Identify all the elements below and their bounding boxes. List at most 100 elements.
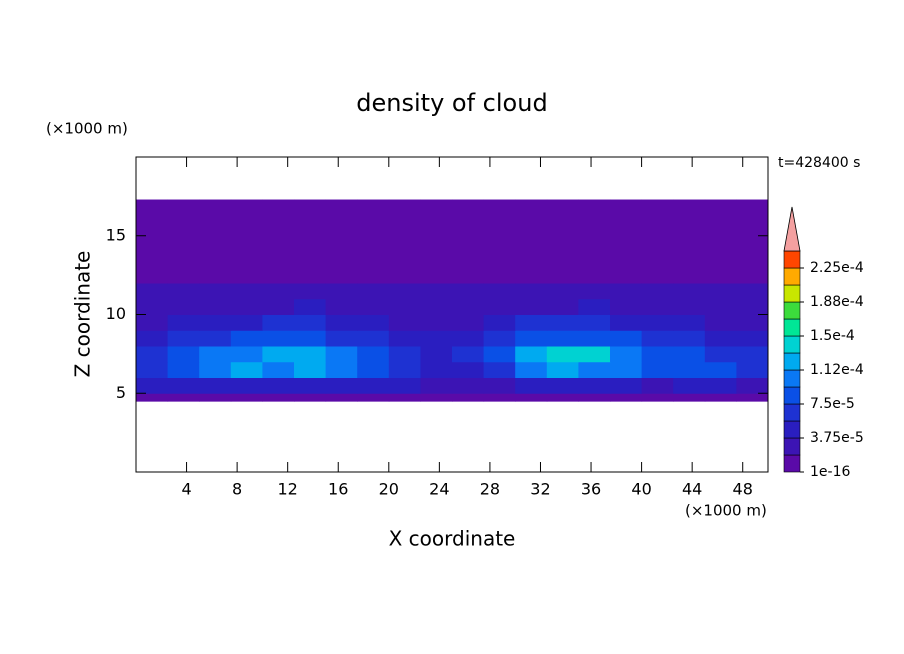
- field-cell: [167, 199, 200, 284]
- colorbar-tick-label: 2.25e-4: [810, 260, 864, 276]
- field-cell: [452, 330, 485, 347]
- field-cell: [452, 377, 485, 394]
- x-tick-label: 16: [328, 480, 348, 499]
- field-cell: [610, 377, 643, 394]
- field-cell: [294, 330, 327, 347]
- field-cell: [515, 298, 548, 315]
- field-cell: [325, 361, 358, 378]
- field-cell: [136, 346, 169, 363]
- field-cell: [578, 330, 611, 347]
- field-cell: [388, 377, 421, 394]
- field-cell: [294, 283, 327, 300]
- colorbar-box: [783, 284, 801, 303]
- field-cell: [262, 314, 295, 331]
- colorbar-tick-label: 3.75e-5: [810, 430, 864, 446]
- y-tick-label: 15: [106, 225, 126, 244]
- field-cell: [736, 377, 769, 394]
- field-cell: [357, 314, 390, 331]
- field-cell: [452, 298, 485, 315]
- field-cell: [641, 298, 674, 315]
- field-cell: [167, 314, 200, 331]
- field-cell: [610, 346, 643, 363]
- field-cell: [515, 393, 548, 402]
- field-cell: [704, 199, 737, 284]
- field-cell: [578, 314, 611, 331]
- field-cell: [546, 199, 579, 284]
- field-cell: [610, 283, 643, 300]
- field-cell: [546, 283, 579, 300]
- field-cell: [325, 298, 358, 315]
- field-cell: [610, 199, 643, 284]
- field-cell: [230, 346, 263, 363]
- x-tick-label: 4: [181, 480, 191, 499]
- field-cell: [357, 298, 390, 315]
- colorbar-tick-label: 1.12e-4: [810, 362, 864, 378]
- field-cell: [388, 393, 421, 402]
- field-cell: [388, 199, 421, 284]
- field-cell: [736, 283, 769, 300]
- field-cell: [641, 361, 674, 378]
- field-cell: [452, 361, 485, 378]
- field-cell: [357, 377, 390, 394]
- field-cell: [641, 393, 674, 402]
- time-annotation: t=428400 s: [778, 155, 860, 171]
- field-cell: [230, 377, 263, 394]
- field-cell: [420, 314, 453, 331]
- field-cell: [388, 314, 421, 331]
- field-cell: [578, 199, 611, 284]
- field-cell: [199, 199, 232, 284]
- field-cell: [610, 361, 643, 378]
- field-cell: [673, 330, 706, 347]
- field-cell: [262, 393, 295, 402]
- colorbar-tick-label: 7.5e-5: [810, 396, 855, 412]
- colorbar-box: [783, 420, 801, 439]
- field-cell: [325, 314, 358, 331]
- field-cell: [199, 393, 232, 402]
- field-cell: [357, 283, 390, 300]
- field-cell: [357, 199, 390, 284]
- field-cell: [578, 283, 611, 300]
- colorbar-box: [783, 386, 801, 405]
- field-cell: [230, 361, 263, 378]
- field-cell: [483, 393, 516, 402]
- field-cell: [294, 199, 327, 284]
- colorbar-box: [783, 267, 801, 286]
- x-tick-label: 28: [480, 480, 500, 499]
- field-cell: [704, 377, 737, 394]
- field-cell: [294, 298, 327, 315]
- field-cell: [199, 283, 232, 300]
- field-cell: [230, 393, 263, 402]
- field-cell: [736, 346, 769, 363]
- field-cell: [704, 361, 737, 378]
- field-cell: [641, 330, 674, 347]
- field-cell: [388, 361, 421, 378]
- field-cell: [262, 330, 295, 347]
- field-cell: [546, 314, 579, 331]
- field-cell: [420, 361, 453, 378]
- field-cell: [199, 314, 232, 331]
- x-tick-label: 44: [682, 480, 702, 499]
- field-cell: [546, 330, 579, 347]
- colorbar-tick-label: 1.5e-4: [810, 328, 855, 344]
- field-cell: [515, 283, 548, 300]
- x-tick-label: 12: [278, 480, 298, 499]
- field-cell: [578, 346, 611, 363]
- field-cell: [641, 199, 674, 284]
- field-cell: [167, 298, 200, 315]
- field-cell: [704, 330, 737, 347]
- field-cell: [704, 314, 737, 331]
- field-cell: [325, 346, 358, 363]
- field-cell: [483, 346, 516, 363]
- y-tick-label: 5: [116, 383, 126, 402]
- field-cell: [673, 199, 706, 284]
- field-cell: [357, 330, 390, 347]
- field-cell: [167, 283, 200, 300]
- x-tick-label: 8: [232, 480, 242, 499]
- x-tick-label: 24: [429, 480, 449, 499]
- colorbar-box: [783, 454, 801, 473]
- field-cell: [420, 199, 453, 284]
- x-tick-label: 20: [379, 480, 399, 499]
- field-cell: [136, 199, 169, 284]
- field-cell: [325, 393, 358, 402]
- colorbar-box: [783, 318, 801, 337]
